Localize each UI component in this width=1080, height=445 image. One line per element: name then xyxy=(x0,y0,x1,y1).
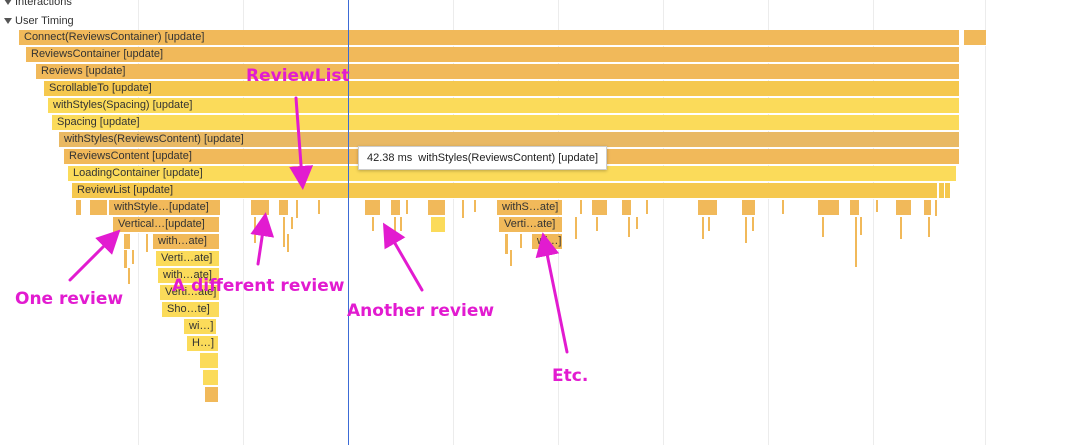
user-timing-label: User Timing xyxy=(15,15,74,27)
flame-bar[interactable] xyxy=(205,387,219,403)
etc-arrow xyxy=(535,232,569,354)
annotation-another-review: Another review xyxy=(347,301,495,321)
flame-bar-verti-ate[interactable]: Verti…ate] xyxy=(160,285,220,301)
flame-bar[interactable] xyxy=(698,200,718,216)
one-review-arrow xyxy=(68,229,121,282)
annotation-different-review: A different review xyxy=(172,276,345,296)
flame-bar-wi[interactable]: wi…] xyxy=(184,319,217,335)
flame-bar[interactable] xyxy=(428,200,446,216)
flame-bar-reviews-container[interactable]: ReviewsContainer [update] xyxy=(26,47,960,63)
collapse-triangle-icon[interactable] xyxy=(4,0,12,6)
interactions-track[interactable]: Interactions xyxy=(0,0,1080,10)
flame-bar-verti-review[interactable]: Verti…ate] xyxy=(499,217,563,233)
flame-bar-withstyle-review[interactable]: withStyle…[update] xyxy=(109,200,221,216)
flame-bar[interactable] xyxy=(391,200,401,216)
flame-bar-sho-te[interactable]: Sho…te] xyxy=(162,302,220,318)
flame-bar[interactable] xyxy=(742,200,756,216)
flame-bar-scrollable-to[interactable]: ScrollableTo [update] xyxy=(44,81,960,97)
flame-bar-review-list[interactable]: ReviewList [update] xyxy=(72,183,938,199)
different-review-arrow xyxy=(250,212,275,266)
flame-bar[interactable] xyxy=(964,30,987,46)
flame-bar[interactable] xyxy=(818,200,840,216)
flame-bar[interactable] xyxy=(279,200,289,216)
flame-bar[interactable] xyxy=(622,200,632,216)
flame-bar[interactable] xyxy=(945,183,951,199)
flame-bar-withstyles-spacing[interactable]: withStyles(Spacing) [update] xyxy=(48,98,960,114)
flame-bar[interactable] xyxy=(365,200,381,216)
timeline-cursor[interactable] xyxy=(348,0,349,445)
flame-bar-withs-review[interactable]: withS…ate] xyxy=(497,200,563,216)
flame-bar[interactable] xyxy=(203,370,219,386)
flame-bar-verti-ate[interactable]: Verti…ate] xyxy=(156,251,220,267)
annotation-etc: Etc. xyxy=(552,366,589,386)
tooltip-duration: 42.38 ms xyxy=(367,152,413,164)
flame-bar-with-ate[interactable]: with…ate] xyxy=(153,234,220,250)
annotation-one-review: One review xyxy=(15,289,124,309)
flame-bar[interactable] xyxy=(76,200,82,216)
flame-bar[interactable] xyxy=(592,200,608,216)
flame-bar-h[interactable]: H…] xyxy=(187,336,219,352)
annotation-review-list: ReviewList xyxy=(246,66,350,86)
flame-bar-connect-reviews-container[interactable]: Connect(ReviewsContainer) [update] xyxy=(19,30,960,46)
collapse-triangle-icon[interactable] xyxy=(4,18,12,25)
user-timing-track[interactable]: User Timing xyxy=(0,13,1080,29)
flame-bar[interactable] xyxy=(939,183,945,199)
flame-bar-with-ate[interactable]: with…ate] xyxy=(158,268,220,284)
flame-bar[interactable] xyxy=(124,234,131,250)
tooltip-label: withStyles(ReviewsContent) [update] xyxy=(418,152,598,164)
review-list-arrow xyxy=(289,96,314,190)
interactions-label: Interactions xyxy=(15,0,72,8)
flame-bar-spacing[interactable]: Spacing [update] xyxy=(52,115,960,131)
flame-bar[interactable] xyxy=(924,200,932,216)
hover-tooltip: 42.38 ms withStyles(ReviewsContent) [upda… xyxy=(358,146,607,170)
flame-bar[interactable] xyxy=(431,217,446,233)
flame-bar[interactable] xyxy=(896,200,912,216)
flame-bar[interactable] xyxy=(90,200,108,216)
flame-bar[interactable] xyxy=(200,353,219,369)
flame-bar-reviews[interactable]: Reviews [update] xyxy=(36,64,960,80)
flame-bar-vertical[interactable]: Vertical…[update] xyxy=(113,217,220,233)
another-review-arrow xyxy=(382,222,424,292)
flame-bar[interactable] xyxy=(850,200,860,216)
